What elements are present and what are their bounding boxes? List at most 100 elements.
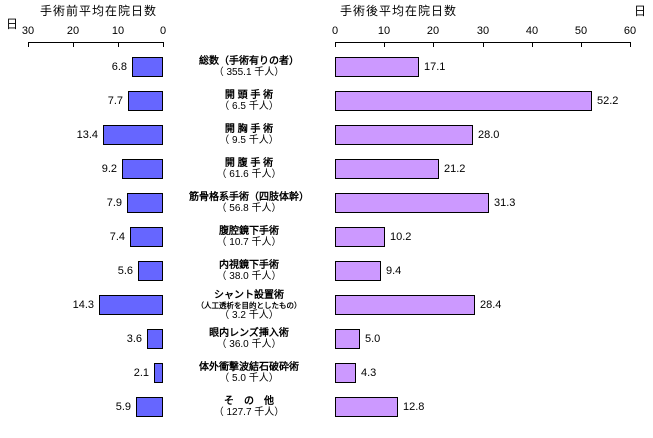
pre-surgery-value: 7.4 — [109, 231, 125, 243]
category-label: 体外衝撃波結石破砕術（ 5.0 千人） — [163, 356, 335, 390]
right-axis-tick-mark — [433, 42, 434, 47]
right-axis-tick-label: 30 — [476, 25, 490, 37]
right-axis-tick-label: 20 — [426, 25, 440, 37]
category-label: 内視鏡下手術（ 38.0 千人） — [163, 254, 335, 288]
right-axis-tick-label: 40 — [525, 25, 539, 37]
pre-surgery-bar — [128, 91, 163, 111]
post-surgery-bar — [335, 125, 473, 145]
post-surgery-value: 9.4 — [386, 265, 402, 277]
category-count: （ 3.2 千人） — [219, 309, 279, 321]
pre-surgery-value: 6.8 — [111, 61, 127, 73]
post-surgery-value: 52.2 — [597, 95, 619, 107]
category-label: 開 胸 手 術（ 9.5 千人） — [163, 118, 335, 152]
post-surgery-bar — [335, 57, 419, 77]
category-count: （ 56.8 千人） — [216, 203, 282, 214]
category-count: （ 36.0 千人） — [216, 339, 282, 350]
chart-row: 5.6 内視鏡下手術（ 38.0 千人） 9.4 — [0, 254, 653, 288]
left-axis-tick-label: 30 — [21, 25, 35, 37]
post-surgery-value: 4.3 — [361, 367, 377, 379]
category-name: シャント設置術 — [214, 289, 284, 301]
post-surgery-bar — [335, 329, 360, 349]
right-axis-tick-mark — [384, 42, 385, 47]
post-surgery-value: 17.1 — [424, 61, 446, 73]
category-count: （ 9.5 千人） — [219, 135, 279, 146]
right-axis-tick-label: 0 — [331, 25, 339, 37]
pre-surgery-bar — [99, 295, 163, 315]
chart-row: 14.3 シャント設置術 （人工透析を目的としたもの）（ 3.2 千人） 28.4 — [0, 288, 653, 322]
right-axis-tick-mark — [335, 42, 336, 47]
pre-surgery-bar — [103, 125, 163, 145]
category-name: 筋骨格系手術（四肢体幹） — [189, 192, 309, 203]
chart-row: 7.7 開 頭 手 術（ 6.5 千人） 52.2 — [0, 84, 653, 118]
category-name: 腹腔鏡下手術 — [219, 226, 279, 237]
pre-surgery-bar — [127, 193, 163, 213]
category-name: 眼内レンズ挿入術 — [209, 328, 289, 339]
pre-surgery-bar — [138, 261, 163, 281]
chart-row: 2.1 体外衝撃波結石破砕術（ 5.0 千人） 4.3 — [0, 356, 653, 390]
post-surgery-bar — [335, 363, 356, 383]
category-label: そ の 他（ 127.7 千人） — [163, 390, 335, 424]
post-surgery-bar — [335, 91, 592, 111]
pre-surgery-value: 14.3 — [72, 299, 94, 311]
post-surgery-chart-title: 手術後平均在院日数 — [340, 4, 458, 18]
category-label: 腹腔鏡下手術（ 10.7 千人） — [163, 220, 335, 254]
right-axis-tick-mark — [532, 42, 533, 47]
post-surgery-bar — [335, 159, 439, 179]
category-label: 開 頭 手 術（ 6.5 千人） — [163, 84, 335, 118]
category-count: （ 5.0 千人） — [219, 373, 279, 384]
right-axis-tick-label: 50 — [574, 25, 588, 37]
category-label: シャント設置術 （人工透析を目的としたもの）（ 3.2 千人） — [163, 288, 335, 322]
right-axis-tick-label: 10 — [377, 25, 391, 37]
right-axis-unit-label: 日 — [634, 4, 647, 18]
chart-row: 6.8 総数（手術有りの者）（ 355.1 千人） 17.1 — [0, 50, 653, 84]
post-surgery-bar — [335, 227, 385, 247]
post-surgery-bar — [335, 397, 398, 417]
post-surgery-value: 10.2 — [390, 231, 412, 243]
pre-surgery-value: 3.6 — [126, 333, 142, 345]
right-axis-tick-mark — [483, 42, 484, 47]
pre-surgery-value: 13.4 — [76, 129, 98, 141]
post-surgery-value: 28.4 — [480, 299, 502, 311]
pre-surgery-bar — [122, 159, 163, 179]
post-surgery-value: 31.3 — [494, 197, 516, 209]
category-name: 体外衝撃波結石破砕術 — [199, 362, 299, 373]
pre-surgery-value: 5.6 — [117, 265, 133, 277]
pre-surgery-bar — [130, 227, 163, 247]
chart-row: 13.4 開 胸 手 術（ 9.5 千人） 28.0 — [0, 118, 653, 152]
left-axis-tick-label: 0 — [159, 25, 167, 37]
right-axis-tick-mark — [630, 42, 631, 47]
post-surgery-bar — [335, 295, 475, 315]
right-axis-line — [335, 42, 630, 43]
left-axis-unit-label: 日 — [6, 17, 19, 31]
post-surgery-value: 28.0 — [478, 129, 500, 141]
pre-surgery-value: 9.2 — [101, 163, 117, 175]
post-surgery-value: 21.2 — [444, 163, 466, 175]
left-axis-tick-mark — [118, 42, 119, 47]
pre-surgery-bar — [154, 363, 163, 383]
pre-surgery-bar — [147, 329, 163, 349]
left-axis-tick-mark — [28, 42, 29, 47]
category-name: 開 腹 手 術 — [224, 158, 274, 169]
right-axis-tick-label: 60 — [623, 25, 637, 37]
chart-row: 7.4 腹腔鏡下手術（ 10.7 千人） 10.2 — [0, 220, 653, 254]
left-axis-tick-mark — [73, 42, 74, 47]
pre-surgery-chart-title: 手術前平均在院日数 — [40, 4, 158, 18]
category-name: 開 胸 手 術 — [224, 124, 274, 135]
chart-row: 5.9 そ の 他（ 127.7 千人） 12.8 — [0, 390, 653, 424]
right-axis-tick-mark — [581, 42, 582, 47]
category-count: （ 38.0 千人） — [216, 271, 282, 282]
category-label: 筋骨格系手術（四肢体幹）（ 56.8 千人） — [163, 186, 335, 220]
chart-row: 9.2 開 腹 手 術（ 61.6 千人） 21.2 — [0, 152, 653, 186]
left-axis-tick-mark — [163, 42, 164, 47]
category-count: （ 10.7 千人） — [216, 237, 282, 248]
category-count: （ 127.7 千人） — [213, 407, 285, 418]
category-name: 総数（手術有りの者） — [199, 56, 299, 67]
left-axis-tick-label: 10 — [111, 25, 125, 37]
post-surgery-value: 5.0 — [365, 333, 381, 345]
left-axis-tick-label: 20 — [66, 25, 80, 37]
post-surgery-value: 12.8 — [403, 401, 425, 413]
category-name: 開 頭 手 術 — [224, 90, 274, 101]
category-name: 内視鏡下手術 — [219, 260, 279, 271]
pre-surgery-value: 2.1 — [133, 367, 149, 379]
